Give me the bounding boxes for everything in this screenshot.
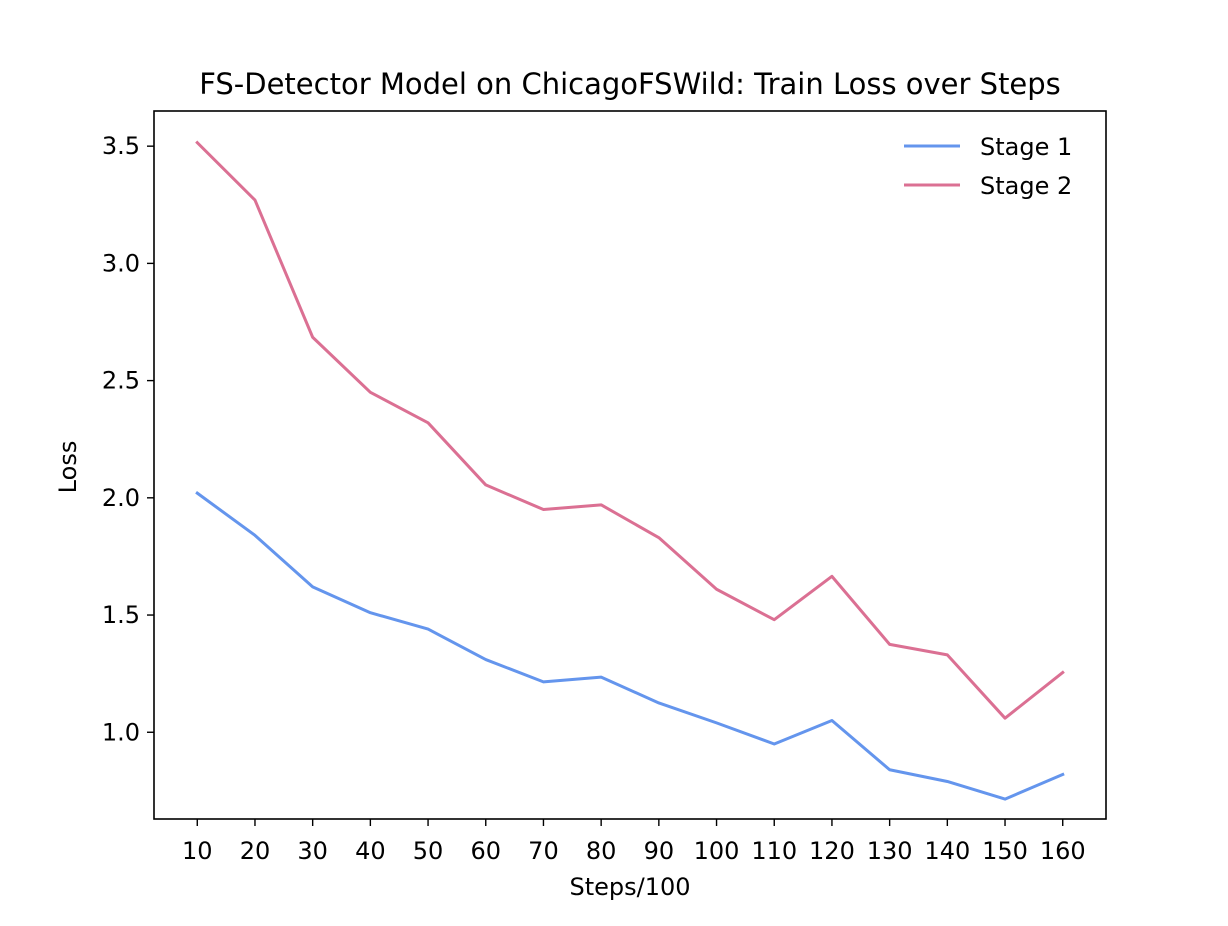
x-tick-label: 150 xyxy=(982,837,1028,865)
x-tick-label: 140 xyxy=(924,837,970,865)
y-tick-label: 2.5 xyxy=(102,367,140,395)
x-tick-label: 100 xyxy=(694,837,740,865)
x-tick-label: 160 xyxy=(1040,837,1086,865)
x-tick-label: 50 xyxy=(413,837,444,865)
x-axis: 10 20 30 40 50 60 70 80 90 100 110 120 130 140 150 160 xyxy=(182,819,1086,865)
legend-label-stage-1: Stage 1 xyxy=(980,133,1072,161)
legend: Stage 1 Stage 2 xyxy=(904,133,1072,200)
x-tick-label: 120 xyxy=(809,837,855,865)
y-tick-label: 3.0 xyxy=(102,249,140,277)
x-tick-label: 110 xyxy=(751,837,797,865)
x-tick-label: 60 xyxy=(470,837,501,865)
x-axis-label: Steps/100 xyxy=(569,873,690,901)
x-tick-label: 30 xyxy=(297,837,328,865)
series-line-stage-2 xyxy=(195,140,1065,720)
series-layer xyxy=(195,140,1065,801)
x-tick-label: 10 xyxy=(182,837,213,865)
x-tick-label: 80 xyxy=(586,837,617,865)
y-axis-label: Loss xyxy=(54,441,82,494)
y-tick-label: 3.5 xyxy=(102,132,140,160)
x-tick-label: 130 xyxy=(867,837,913,865)
y-tick-label: 1.0 xyxy=(102,718,140,746)
x-tick-label: 20 xyxy=(240,837,271,865)
y-axis: 1.0 1.5 2.0 2.5 3.0 3.5 xyxy=(102,132,154,746)
plot-frame xyxy=(153,110,1107,820)
y-tick-label: 1.5 xyxy=(102,601,140,629)
y-tick-label: 2.0 xyxy=(102,484,140,512)
x-tick-label: 70 xyxy=(528,837,559,865)
chart-title: FS-Detector Model on ChicagoFSWild: Trai… xyxy=(199,67,1061,101)
legend-label-stage-2: Stage 2 xyxy=(980,172,1072,200)
x-tick-label: 90 xyxy=(644,837,675,865)
x-tick-label: 40 xyxy=(355,837,386,865)
series-line-stage-1 xyxy=(195,491,1065,801)
